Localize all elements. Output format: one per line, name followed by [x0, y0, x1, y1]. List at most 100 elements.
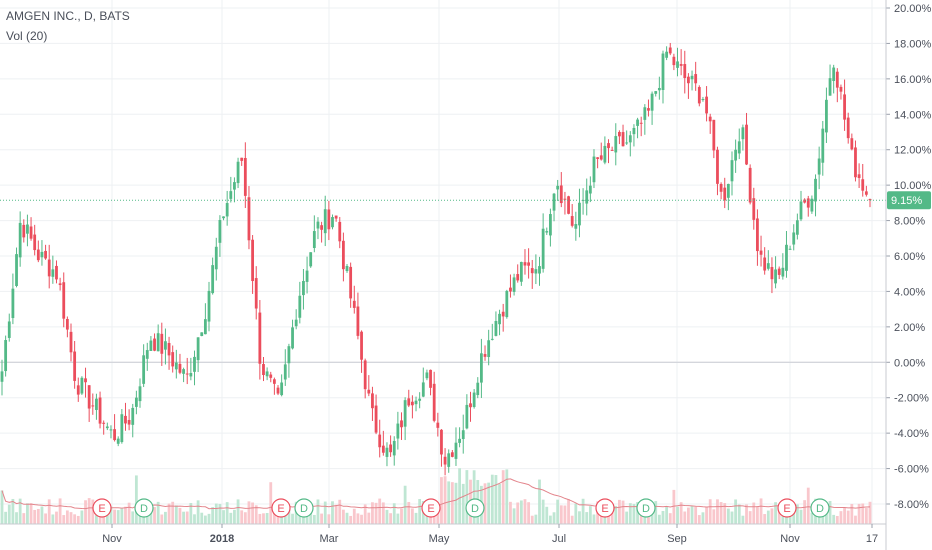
- candle-up[interactable]: [418, 398, 422, 401]
- candle-up[interactable]: [302, 280, 305, 296]
- earnings-marker[interactable]: E: [421, 498, 441, 518]
- candle-up[interactable]: [654, 91, 658, 94]
- candle-up[interactable]: [494, 320, 498, 336]
- candle-up[interactable]: [15, 254, 18, 286]
- price-axis-label[interactable]: 6.00%: [894, 251, 925, 263]
- candle-down[interactable]: [639, 122, 643, 124]
- price-axis-label[interactable]: 14.00%: [894, 109, 932, 121]
- candle-up[interactable]: [676, 61, 679, 68]
- candle-up[interactable]: [222, 216, 225, 219]
- candle-up[interactable]: [236, 161, 240, 184]
- candle-up[interactable]: [305, 270, 309, 282]
- candle-up[interactable]: [465, 404, 469, 429]
- candle-down[interactable]: [352, 300, 356, 308]
- candle-down[interactable]: [846, 117, 850, 139]
- earnings-marker-circle[interactable]: [421, 498, 441, 518]
- candle-up[interactable]: [541, 228, 545, 269]
- candle-down[interactable]: [716, 149, 719, 184]
- earnings-marker[interactable]: E: [271, 498, 291, 518]
- candle-up[interactable]: [156, 333, 160, 352]
- candle-up[interactable]: [785, 244, 788, 271]
- candle-up[interactable]: [472, 392, 476, 408]
- price-axis-label[interactable]: 2.00%: [894, 322, 925, 334]
- candle-up[interactable]: [479, 353, 483, 383]
- time-axis-label[interactable]: 17: [866, 533, 878, 545]
- candle-down[interactable]: [708, 116, 712, 122]
- candle-down[interactable]: [44, 250, 47, 259]
- candle-up[interactable]: [538, 266, 541, 274]
- dividend-marker-circle[interactable]: [465, 498, 485, 518]
- candle-down[interactable]: [694, 74, 698, 84]
- candle-up[interactable]: [774, 269, 777, 284]
- candle-up[interactable]: [821, 128, 825, 163]
- candle-up[interactable]: [396, 423, 400, 439]
- candle-up[interactable]: [781, 267, 785, 277]
- price-axis-label[interactable]: 4.00%: [894, 286, 925, 298]
- candle-down[interactable]: [360, 331, 363, 360]
- candle-down[interactable]: [160, 333, 164, 354]
- candle-up[interactable]: [109, 429, 113, 431]
- candle-down[interactable]: [857, 174, 861, 178]
- candle-up[interactable]: [458, 438, 462, 443]
- candle-down[interactable]: [756, 218, 759, 252]
- candle-up[interactable]: [4, 340, 8, 372]
- candle-up[interactable]: [345, 265, 349, 272]
- candle-up[interactable]: [817, 158, 821, 175]
- candle-down[interactable]: [668, 47, 672, 54]
- candle-down[interactable]: [254, 278, 258, 309]
- candle-up[interactable]: [392, 440, 396, 456]
- dividend-marker[interactable]: D: [810, 498, 830, 518]
- candle-down[interactable]: [84, 378, 87, 383]
- candle-up[interactable]: [585, 190, 589, 204]
- candle-down[interactable]: [516, 274, 520, 281]
- earnings-marker-circle[interactable]: [271, 498, 291, 518]
- candle-up[interactable]: [828, 78, 832, 96]
- price-axis[interactable]: 20.00% 18.00% 16.00% 14.00% 12.00% 10.00% 8.00…: [885, 0, 932, 550]
- candle-up[interactable]: [196, 337, 200, 361]
- candle-down[interactable]: [124, 415, 127, 424]
- candle-up[interactable]: [578, 202, 581, 226]
- candle-up[interactable]: [80, 377, 84, 394]
- candle-up[interactable]: [545, 231, 549, 233]
- candle-down[interactable]: [523, 262, 527, 266]
- candle-up[interactable]: [51, 269, 55, 277]
- candle-down[interactable]: [33, 234, 37, 251]
- candle-up[interactable]: [421, 382, 425, 397]
- candle-up[interactable]: [174, 362, 178, 370]
- time-axis-label[interactable]: Sep: [667, 533, 687, 545]
- price-axis-label[interactable]: 12.00%: [894, 145, 932, 157]
- candle-up[interactable]: [309, 252, 313, 267]
- candle-down[interactable]: [745, 124, 748, 165]
- candle-down[interactable]: [567, 196, 570, 214]
- candle-up[interactable]: [11, 288, 15, 319]
- time-axis-label[interactable]: May: [429, 533, 450, 545]
- candle-down[interactable]: [705, 96, 708, 114]
- dividend-marker-circle[interactable]: [294, 498, 314, 518]
- candle-up[interactable]: [632, 127, 636, 135]
- earnings-marker-circle[interactable]: [92, 498, 112, 518]
- price-axis-label[interactable]: -4.00%: [894, 428, 929, 440]
- candle-down[interactable]: [47, 259, 51, 277]
- candle-up[interactable]: [189, 373, 193, 377]
- candle-down[interactable]: [501, 311, 505, 317]
- candle-up[interactable]: [233, 182, 236, 190]
- candle-up[interactable]: [214, 246, 218, 270]
- candle-down[interactable]: [683, 64, 687, 79]
- candle-down[interactable]: [349, 266, 353, 299]
- candle-down[interactable]: [748, 167, 752, 203]
- candle-up[interactable]: [218, 219, 222, 243]
- candle-up[interactable]: [316, 221, 320, 229]
- candle-down[interactable]: [839, 86, 843, 92]
- candle-down[interactable]: [341, 240, 345, 270]
- candle-up[interactable]: [26, 224, 29, 234]
- candle-up[interactable]: [134, 397, 138, 407]
- candle-down[interactable]: [850, 138, 854, 150]
- candle-down[interactable]: [440, 429, 443, 455]
- time-axis[interactable]: Nov 2018 Mar May Jul Sep Nov 17: [0, 523, 886, 545]
- candle-down[interactable]: [247, 197, 251, 241]
- price-axis-label[interactable]: 10.00%: [894, 180, 932, 192]
- candle-up[interactable]: [425, 372, 429, 379]
- candle-down[interactable]: [712, 119, 716, 151]
- candle-up[interactable]: [95, 398, 98, 410]
